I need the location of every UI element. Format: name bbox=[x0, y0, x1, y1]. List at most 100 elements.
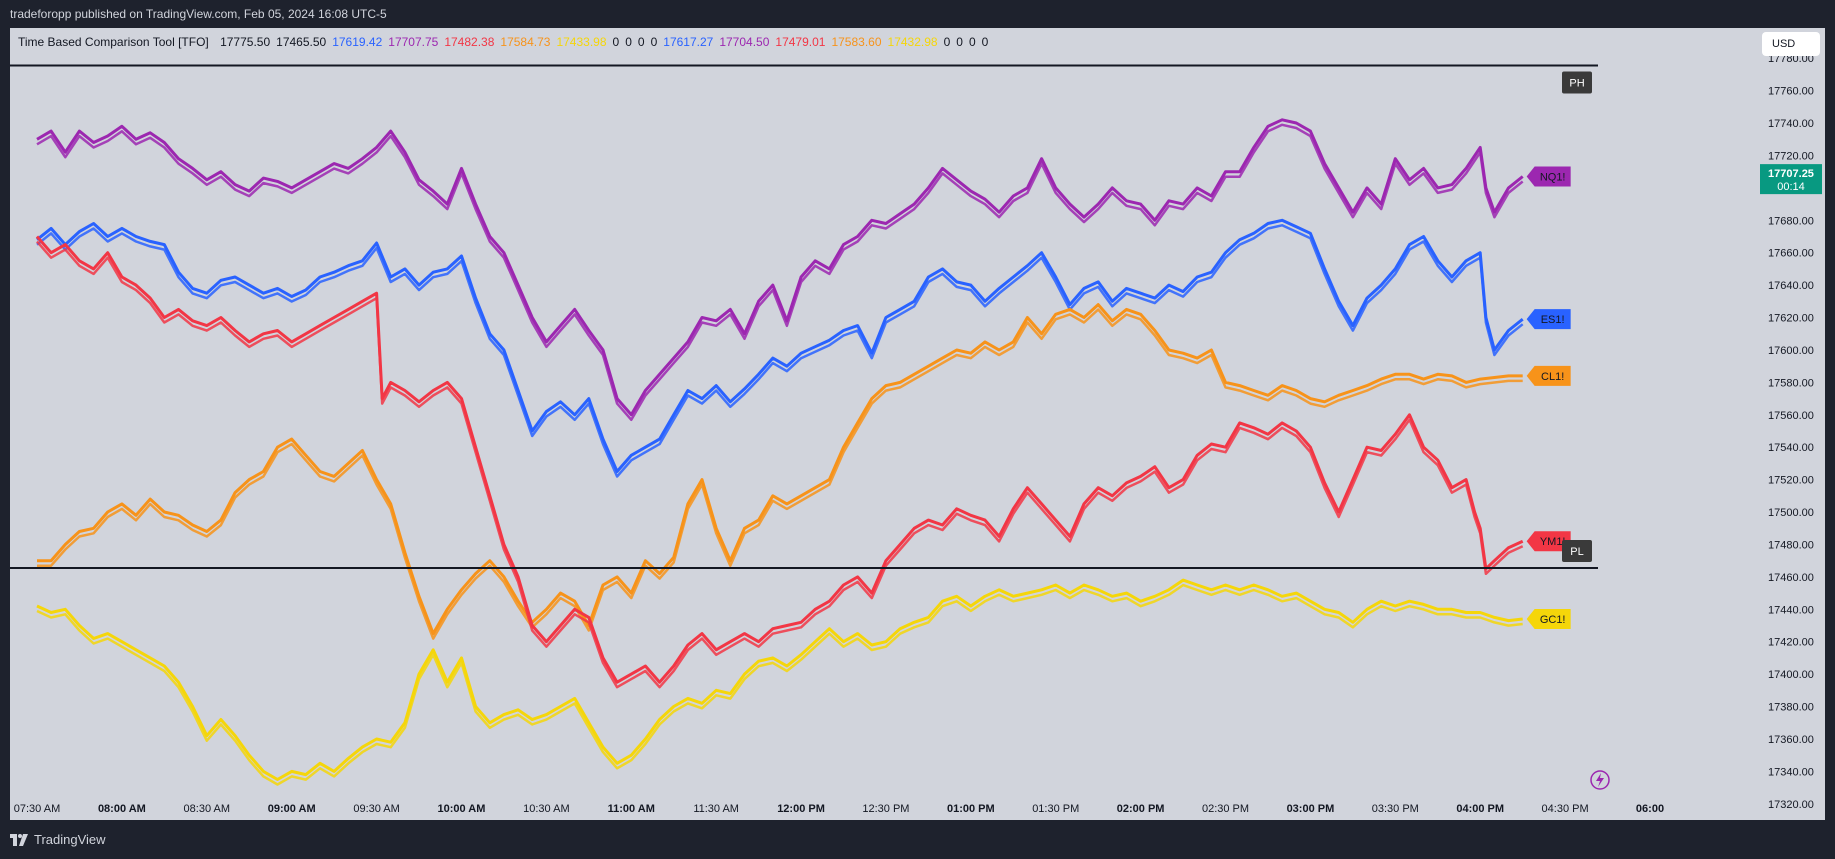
y-tick-label: 17460.00 bbox=[1768, 572, 1814, 584]
legend-value: 17583.60 bbox=[831, 35, 882, 49]
current-price-tag bbox=[1760, 164, 1822, 195]
legend-value: 17465.50 bbox=[276, 35, 327, 49]
y-tick-label: 17540.00 bbox=[1768, 442, 1814, 454]
x-tick-label: 12:30 PM bbox=[862, 803, 909, 815]
legend-value: 17617.27 bbox=[663, 35, 714, 49]
x-tick-label: 09:00 AM bbox=[268, 803, 316, 815]
y-tick-label: 17680.00 bbox=[1768, 215, 1814, 227]
series-label: NQ1! bbox=[1540, 172, 1566, 184]
y-tick-label: 17580.00 bbox=[1768, 377, 1814, 389]
y-tick-label: 17440.00 bbox=[1768, 604, 1814, 616]
legend-value: 17619.42 bbox=[332, 35, 383, 49]
footer: TradingView bbox=[0, 822, 1835, 857]
x-tick-label: 11:30 AM bbox=[693, 803, 739, 815]
series-label: YM1! bbox=[1540, 536, 1566, 548]
legend-value: 17479.01 bbox=[775, 35, 826, 49]
legend-value: 0 bbox=[956, 35, 963, 49]
y-tick-label: 17400.00 bbox=[1768, 669, 1814, 681]
series-line-es1 bbox=[36, 218, 1524, 473]
legend-value: 17584.73 bbox=[500, 35, 551, 49]
x-tick-label: 01:00 PM bbox=[947, 803, 995, 815]
currency-button[interactable]: USD bbox=[1762, 32, 1820, 56]
x-tick-label: 03:30 PM bbox=[1372, 803, 1419, 815]
series-label: CL1! bbox=[1541, 371, 1564, 383]
indicator-legend[interactable]: Time Based Comparison Tool [TFO] 17775.5… bbox=[18, 32, 994, 52]
tradingview-logo[interactable]: TradingView bbox=[0, 822, 106, 857]
series-line-gc1-shadow bbox=[36, 583, 1523, 786]
legend-value: 17433.98 bbox=[556, 35, 607, 49]
level-tag-label: PH bbox=[1569, 78, 1584, 90]
x-tick-label: 10:30 AM bbox=[523, 803, 569, 815]
indicator-name[interactable]: Time Based Comparison Tool [TFO] bbox=[18, 35, 209, 49]
y-tick-label: 17320.00 bbox=[1768, 799, 1814, 811]
x-tick-label: 07:30 AM bbox=[14, 803, 60, 815]
series-tag-gc1 bbox=[1526, 609, 1571, 630]
chart-pane[interactable] bbox=[10, 28, 1825, 820]
x-tick-label: 11:00 AM bbox=[608, 803, 655, 815]
brand-text: TradingView bbox=[34, 832, 106, 847]
legend-value: 17775.50 bbox=[220, 35, 271, 49]
series-line-nq1-shadow bbox=[36, 123, 1524, 422]
legend-value: 0 bbox=[943, 35, 951, 49]
x-tick-label: 01:30 PM bbox=[1032, 803, 1079, 815]
published-text: tradeforopp published on TradingView.com… bbox=[10, 7, 387, 21]
price-axis bbox=[1760, 28, 1825, 820]
legend-value: 0 bbox=[637, 35, 645, 49]
series-line-gc1 bbox=[36, 578, 1523, 781]
x-tick-label: 08:00 AM bbox=[98, 803, 146, 815]
current-price-countdown: 00:14 bbox=[1777, 181, 1805, 193]
series-line-cl1 bbox=[37, 303, 1523, 636]
series-line-ym1 bbox=[35, 235, 1524, 684]
y-tick-label: 17520.00 bbox=[1768, 475, 1814, 487]
series-tag-nq1 bbox=[1526, 166, 1571, 187]
x-tick-label: 10:00 AM bbox=[438, 803, 486, 815]
x-tick-label: 04:30 PM bbox=[1542, 803, 1589, 815]
series-line-cl1-shadow bbox=[37, 308, 1523, 640]
y-tick-label: 17640.00 bbox=[1768, 280, 1814, 292]
level-tag-ph bbox=[1562, 71, 1592, 94]
legend-value: 0 bbox=[968, 35, 976, 49]
x-tick-label: 06:00 bbox=[1636, 803, 1664, 815]
y-tick-label: 17720.00 bbox=[1768, 150, 1814, 162]
published-header: tradeforopp published on TradingView.com… bbox=[0, 0, 1835, 28]
y-tick-label: 17360.00 bbox=[1768, 734, 1814, 746]
level-tag-label: PL bbox=[1570, 546, 1583, 558]
x-tick-label: 09:30 AM bbox=[353, 803, 399, 815]
series-tag-cl1 bbox=[1526, 365, 1571, 386]
y-tick-label: 17480.00 bbox=[1768, 539, 1814, 551]
legend-value: 0 bbox=[625, 35, 632, 49]
x-tick-label: 08:30 AM bbox=[184, 803, 230, 815]
y-tick-label: 17660.00 bbox=[1768, 248, 1814, 260]
time-axis bbox=[10, 795, 1760, 820]
x-tick-label: 02:00 PM bbox=[1117, 803, 1165, 815]
series-line-nq1 bbox=[36, 118, 1524, 417]
x-tick-label: 03:00 PM bbox=[1287, 803, 1335, 815]
series-label: GC1! bbox=[1540, 614, 1566, 626]
series-tag-ym1 bbox=[1526, 531, 1571, 552]
legend-value: 0 bbox=[650, 35, 658, 49]
x-tick-label: 12:00 PM bbox=[777, 803, 825, 815]
legend-value: 17432.98 bbox=[887, 35, 938, 49]
lightning-icon bbox=[1590, 770, 1610, 790]
y-tick-label: 17740.00 bbox=[1768, 118, 1814, 130]
legend-value: 17704.50 bbox=[719, 35, 770, 49]
series-tag-es1 bbox=[1526, 309, 1571, 330]
legend-value: 17482.38 bbox=[444, 35, 495, 49]
y-tick-label: 17340.00 bbox=[1768, 766, 1814, 778]
tradingview-icon bbox=[10, 833, 28, 846]
series-line-es1-shadow bbox=[36, 224, 1524, 478]
series-line-ym1-shadow bbox=[36, 240, 1524, 689]
y-tick-label: 17380.00 bbox=[1768, 702, 1814, 714]
legend-value: 0 bbox=[612, 35, 620, 49]
series-label: ES1! bbox=[1541, 314, 1565, 326]
y-tick-label: 17760.00 bbox=[1768, 86, 1814, 98]
y-tick-label: 17420.00 bbox=[1768, 637, 1814, 649]
y-tick-label: 17500.00 bbox=[1768, 507, 1814, 519]
y-tick-label: 17600.00 bbox=[1768, 345, 1814, 357]
current-price-value: 17707.25 bbox=[1768, 168, 1814, 180]
legend-value: 0 bbox=[981, 35, 989, 49]
y-tick-label: 17780.00 bbox=[1768, 53, 1814, 65]
x-tick-label: 04:00 PM bbox=[1456, 803, 1504, 815]
y-tick-label: 17620.00 bbox=[1768, 313, 1814, 325]
